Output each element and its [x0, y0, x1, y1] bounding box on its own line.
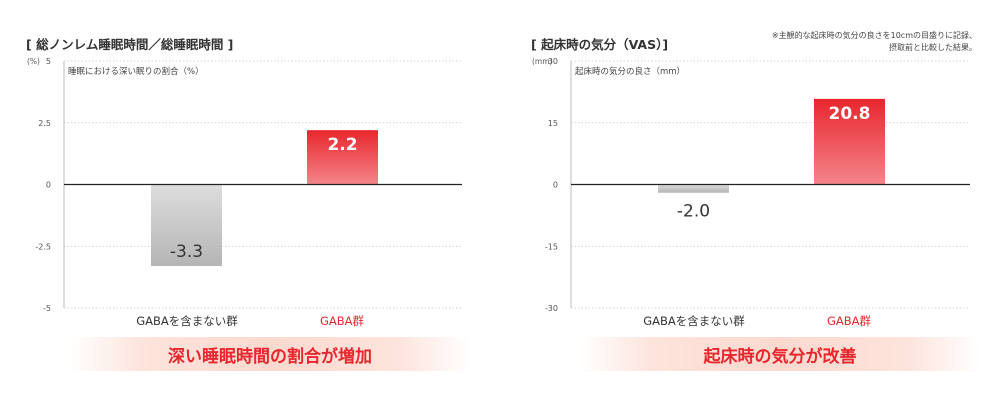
footnote-line: 摂取前と比較した結果。	[889, 42, 977, 52]
y-tick-label: 0	[46, 181, 51, 190]
y-tick-label: 5	[46, 57, 51, 66]
footnote-line: ※主観的な起床時の気分の良さを10cmの目盛りに記録、	[772, 30, 977, 40]
data-label: 2.2	[327, 135, 357, 155]
data-label: 20.8	[829, 104, 871, 124]
y-tick-label: -2.5	[35, 242, 51, 251]
chart-panel-vas: [ 起床時の気分（VAS）] (mm) 起床時の気分の良さ（mm） ※主観的な起床時の…	[505, 0, 995, 409]
y-tick-label: -5	[43, 304, 51, 313]
data-label: -2.0	[677, 202, 710, 222]
chart-subtitle: 起床時の気分の良さ（mm）	[575, 66, 685, 77]
category-label: GABA群	[827, 314, 872, 328]
y-tick-label: -15	[545, 242, 558, 251]
chart-subtitle: 睡眠における深い眠りの割合（%）	[68, 66, 204, 77]
y-unit-label: (%)	[27, 57, 40, 66]
data-label: -3.3	[170, 242, 203, 262]
y-tick-label: 0	[553, 181, 558, 190]
chart-title: [ 総ノンレム睡眠時間／総睡眠時間 ]	[26, 37, 233, 52]
y-tick-label: 15	[548, 119, 558, 128]
nonrem-result-banner: 深い睡眠時間の割合が増加	[70, 337, 470, 371]
chart-title: [ 起床時の気分（VAS）]	[531, 37, 668, 52]
category-label: GABA群	[320, 314, 365, 328]
category-label: GABAを含まない群	[136, 314, 238, 328]
vas-result-banner: 起床時の気分が改善	[580, 337, 980, 371]
y-unit-label: (mm)	[532, 57, 553, 66]
category-label: GABAを含まない群	[643, 314, 745, 328]
bar-control	[151, 184, 222, 267]
y-tick-label: 2.5	[38, 119, 51, 128]
bar-control	[658, 184, 729, 193]
y-tick-label: -30	[545, 304, 558, 313]
nonrem-ratio-chart: [ 総ノンレム睡眠時間／総睡眠時間 ] (%) 睡眠における深い眠りの割合（%） 5 2…	[26, 37, 462, 328]
bar-gaba	[814, 98, 885, 185]
bar-gaba	[307, 130, 378, 185]
vas-mood-chart: [ 起床時の気分（VAS）] (mm) 起床時の気分の良さ（mm） ※主観的な起床時の…	[531, 30, 977, 328]
y-tick-label: 30	[548, 57, 558, 66]
chart-panel-nonrem: [ 総ノンレム睡眠時間／総睡眠時間 ] (%) 睡眠における深い眠りの割合（%） 5 2…	[0, 0, 490, 409]
